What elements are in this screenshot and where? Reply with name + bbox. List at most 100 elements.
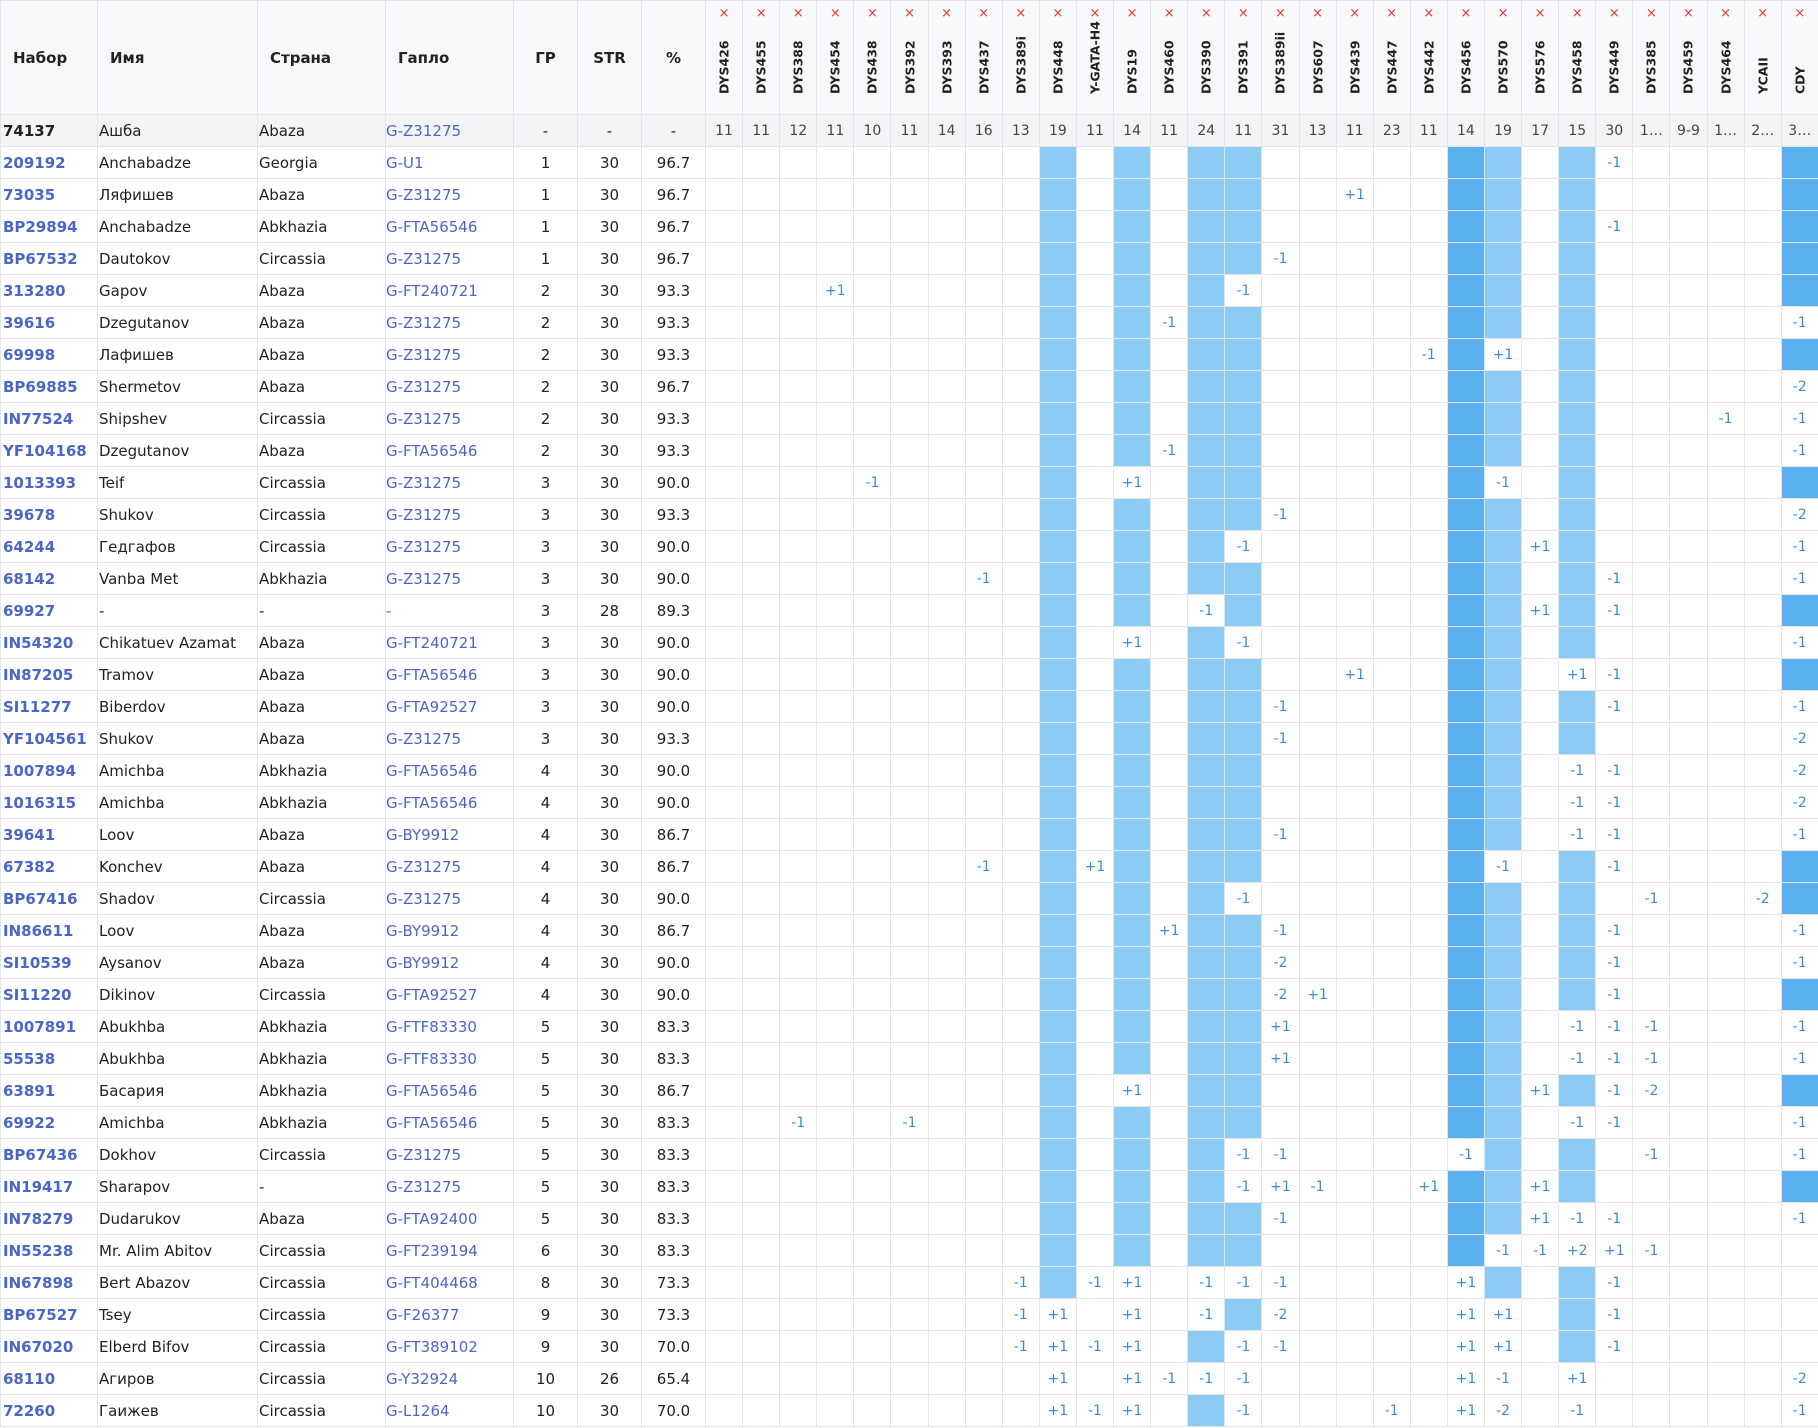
haplogroup-link[interactable]: G-FTF83330 <box>385 1042 514 1075</box>
kit-link[interactable]: BP67436 <box>0 1138 98 1171</box>
haplogroup-link[interactable]: G-Z31275 <box>385 562 514 595</box>
column-header-kit[interactable]: Набор <box>0 0 98 115</box>
kit-link[interactable]: IN55238 <box>0 1234 98 1267</box>
remove-marker-icon[interactable]: × <box>1423 6 1435 21</box>
kit-link[interactable]: 73035 <box>0 178 98 211</box>
haplogroup-link[interactable]: G-L1264 <box>385 1394 514 1427</box>
haplogroup-link[interactable]: G-Z31275 <box>385 1138 514 1171</box>
remove-marker-icon[interactable]: × <box>1275 6 1286 21</box>
kit-link[interactable]: 68142 <box>0 562 98 595</box>
haplogroup-link[interactable]: G-FTA92400 <box>385 1202 514 1235</box>
kit-link[interactable]: IN87205 <box>0 658 98 691</box>
kit-link[interactable]: BP67527 <box>0 1298 98 1331</box>
haplogroup-link[interactable]: G-FTA56546 <box>385 658 514 691</box>
kit-link[interactable]: YF104168 <box>0 434 98 467</box>
column-header-genetic-distance[interactable]: ГР <box>513 0 578 115</box>
kit-link[interactable]: 1013393 <box>0 466 98 499</box>
kit-link[interactable]: 68110 <box>0 1362 98 1395</box>
haplogroup-link[interactable]: G-FTA92527 <box>385 978 514 1011</box>
kit-link[interactable]: 69922 <box>0 1106 98 1139</box>
haplogroup-link[interactable]: G-FTA92527 <box>385 690 514 723</box>
haplogroup-link[interactable]: G-FTA56546 <box>385 210 514 243</box>
remove-marker-icon[interactable]: × <box>1126 6 1138 21</box>
kit-link[interactable]: BP69885 <box>0 370 98 403</box>
remove-marker-icon[interactable]: × <box>1349 6 1361 21</box>
kit-link[interactable]: 313280 <box>0 274 98 307</box>
haplogroup-link[interactable]: G-FT239194 <box>385 1234 514 1267</box>
column-header-percent[interactable]: % <box>641 0 706 115</box>
kit-link[interactable]: BP67532 <box>0 242 98 275</box>
haplogroup-link[interactable]: G-FTA56546 <box>385 1074 514 1107</box>
kit-link[interactable]: 39678 <box>0 498 98 531</box>
kit-link[interactable]: SI10539 <box>0 946 98 979</box>
kit-link[interactable]: BP29894 <box>0 210 98 243</box>
haplogroup-link[interactable]: G-Z31275 <box>385 178 514 211</box>
kit-link[interactable]: 64244 <box>0 530 98 563</box>
haplogroup-link[interactable]: G-FTA56546 <box>385 754 514 787</box>
kit-link[interactable]: YF104561 <box>0 722 98 755</box>
kit-link[interactable]: IN78279 <box>0 1202 98 1235</box>
kit-link[interactable]: 55538 <box>0 1042 98 1075</box>
remove-marker-icon[interactable]: × <box>941 6 953 21</box>
remove-marker-icon[interactable]: × <box>1794 6 1806 21</box>
reference-haplogroup-link[interactable]: G-Z31275 <box>385 114 514 147</box>
haplogroup-link[interactable]: G-FT389102 <box>385 1330 514 1363</box>
kit-link[interactable]: IN77524 <box>0 402 98 435</box>
haplogroup-link[interactable]: G-Z31275 <box>385 306 514 339</box>
remove-marker-icon[interactable]: × <box>1497 6 1509 21</box>
kit-link[interactable]: 1007891 <box>0 1010 98 1043</box>
haplogroup-link[interactable]: G-BY9912 <box>385 914 514 947</box>
haplogroup-link[interactable]: G-F26377 <box>385 1298 514 1331</box>
column-header-name[interactable]: Имя <box>97 0 258 115</box>
column-header-str-count[interactable]: STR <box>577 0 642 115</box>
remove-marker-icon[interactable]: × <box>1645 6 1657 21</box>
kit-link[interactable]: 67382 <box>0 850 98 883</box>
kit-link[interactable]: SI11220 <box>0 978 98 1011</box>
kit-link[interactable]: 39616 <box>0 306 98 339</box>
haplogroup-link[interactable]: G-FTA56546 <box>385 786 514 819</box>
haplogroup-link[interactable]: G-Z31275 <box>385 722 514 755</box>
remove-marker-icon[interactable]: × <box>1200 6 1212 21</box>
haplogroup-link[interactable]: G-Z31275 <box>385 850 514 883</box>
haplogroup-link[interactable]: G-FT240721 <box>385 274 514 307</box>
kit-link[interactable]: 72260 <box>0 1394 98 1427</box>
kit-link[interactable]: IN67898 <box>0 1266 98 1299</box>
kit-link[interactable]: 39641 <box>0 818 98 851</box>
remove-marker-icon[interactable]: × <box>978 6 990 21</box>
haplogroup-link[interactable]: G-U1 <box>385 146 514 179</box>
remove-marker-icon[interactable]: × <box>1608 6 1620 21</box>
haplogroup-link[interactable]: G-Z31275 <box>385 498 514 531</box>
haplogroup-link[interactable]: G-Z31275 <box>385 882 514 915</box>
remove-marker-icon[interactable]: × <box>1683 6 1694 21</box>
column-header-country[interactable]: Страна <box>257 0 386 115</box>
remove-marker-icon[interactable]: × <box>1757 6 1769 21</box>
kit-link[interactable]: 1016315 <box>0 786 98 819</box>
haplogroup-link[interactable]: G-Z31275 <box>385 466 514 499</box>
remove-marker-icon[interactable]: × <box>1052 6 1064 21</box>
haplogroup-link[interactable]: G-FTA56546 <box>385 1106 514 1139</box>
kit-link[interactable]: IN19417 <box>0 1170 98 1203</box>
kit-link[interactable]: 63891 <box>0 1074 98 1107</box>
kit-link[interactable]: IN86611 <box>0 914 98 947</box>
haplogroup-link[interactable]: G-BY9912 <box>385 818 514 851</box>
remove-marker-icon[interactable]: × <box>1312 6 1323 21</box>
remove-marker-icon[interactable]: × <box>866 6 878 21</box>
haplogroup-link[interactable]: G-Z31275 <box>385 530 514 563</box>
remove-marker-icon[interactable]: × <box>792 6 804 21</box>
haplogroup-link[interactable]: - <box>385 594 514 627</box>
kit-link[interactable]: 1007894 <box>0 754 98 787</box>
remove-marker-icon[interactable]: × <box>1386 6 1398 21</box>
kit-link[interactable]: 209192 <box>0 146 98 179</box>
haplogroup-link[interactable]: G-Z31275 <box>385 402 514 435</box>
remove-marker-icon[interactable]: × <box>1720 6 1732 21</box>
haplogroup-link[interactable]: G-Z31275 <box>385 370 514 403</box>
remove-marker-icon[interactable]: × <box>1460 6 1472 21</box>
haplogroup-link[interactable]: G-Z31275 <box>385 338 514 371</box>
remove-marker-icon[interactable]: × <box>1237 6 1249 21</box>
remove-marker-icon[interactable]: × <box>829 6 841 21</box>
kit-link[interactable]: IN54320 <box>0 626 98 659</box>
haplogroup-link[interactable]: G-FTF83330 <box>385 1010 514 1043</box>
kit-link[interactable]: SI11277 <box>0 690 98 723</box>
haplogroup-link[interactable]: G-Z31275 <box>385 1170 514 1203</box>
kit-link[interactable]: IN67020 <box>0 1330 98 1363</box>
